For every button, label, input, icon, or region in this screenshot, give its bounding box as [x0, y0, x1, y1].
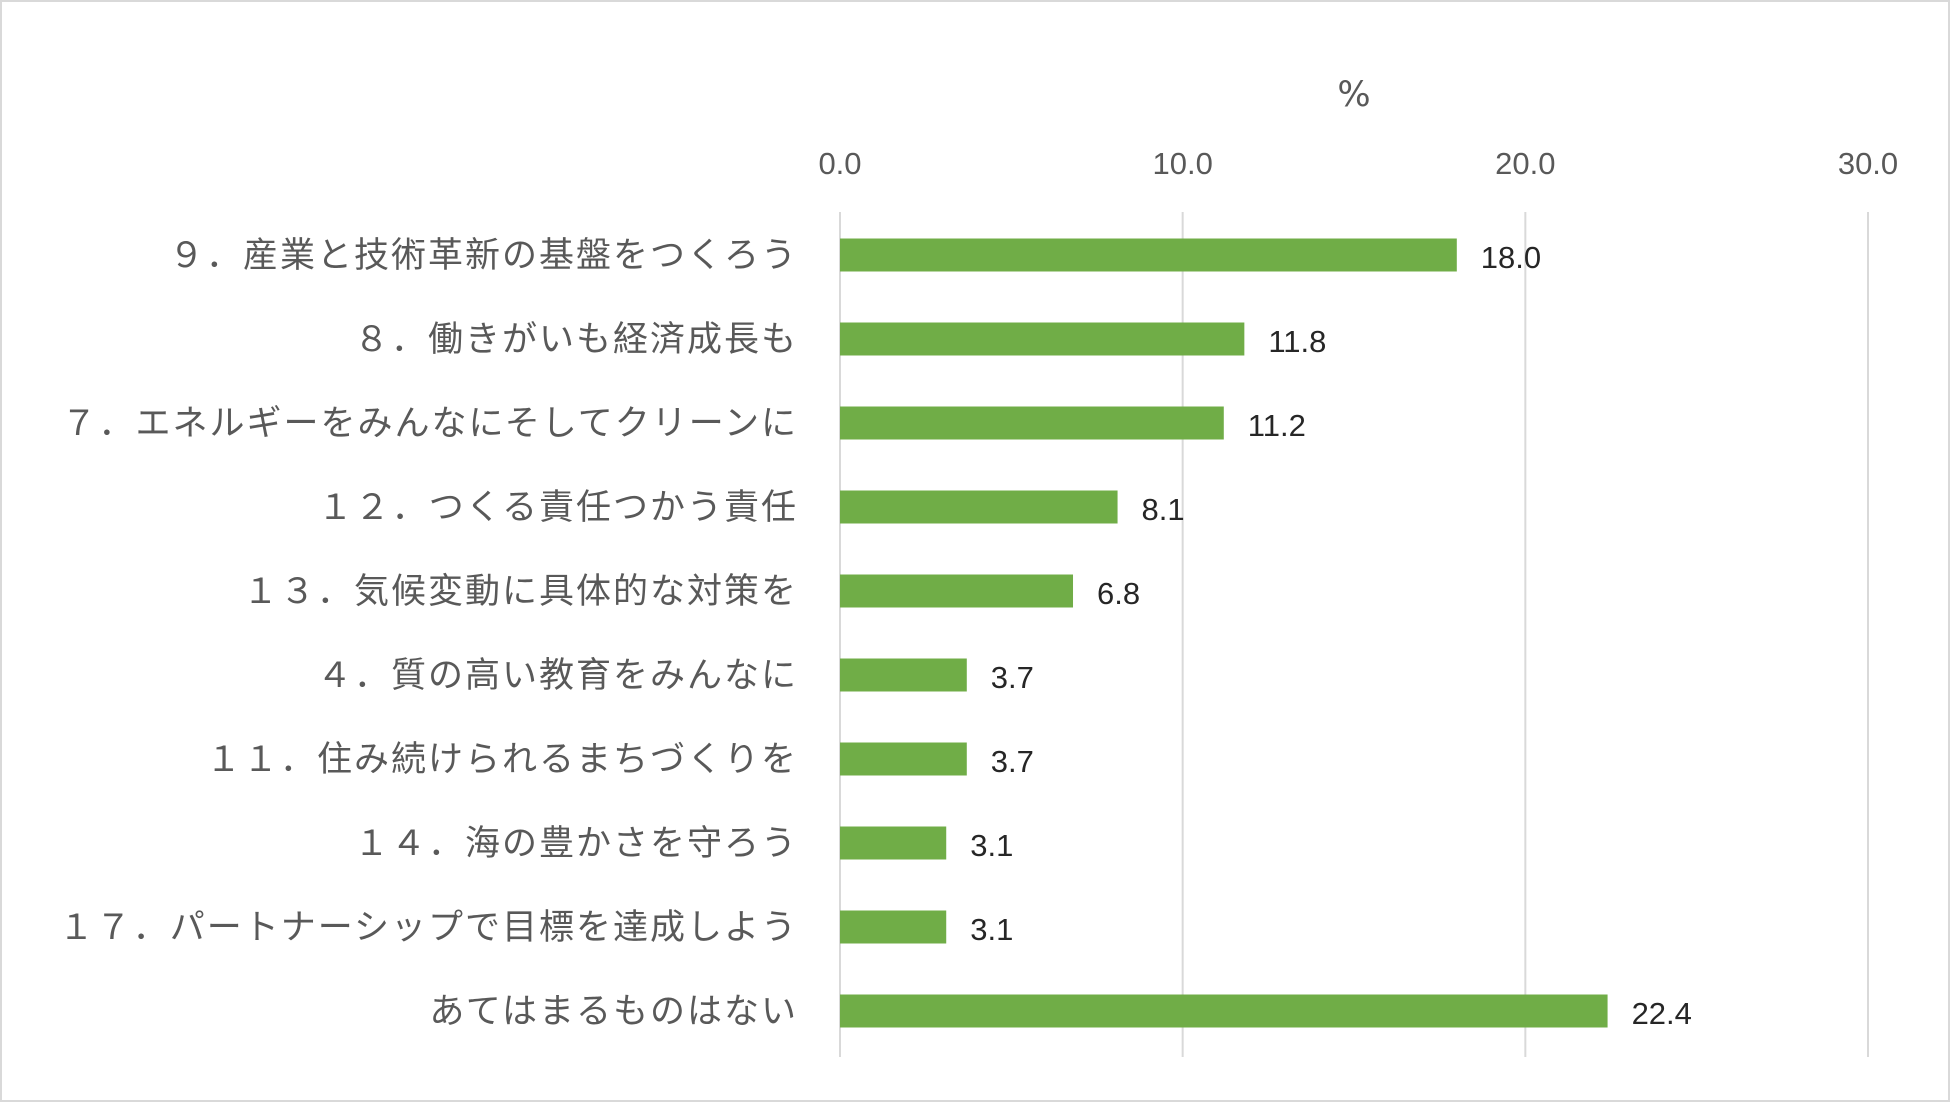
- data-label: 11.2: [1248, 408, 1306, 443]
- data-label: 8.1: [1142, 492, 1185, 527]
- data-label: 3.7: [991, 660, 1034, 695]
- bar: [840, 574, 1074, 608]
- category-label: ８．働きがいも経済成長も: [354, 320, 798, 360]
- x-tick-label: 20.0: [1495, 146, 1555, 181]
- bar: [840, 826, 947, 860]
- data-label: 6.8: [1097, 576, 1140, 611]
- data-labels: 18.0 11.8 11.2 8.1 6.8 3.7 3.7 3.1 3.1 22.4: [970, 240, 1692, 1031]
- unit-label: %: [1337, 75, 1370, 115]
- bar: [840, 322, 1245, 356]
- bars: [840, 238, 1608, 1028]
- data-label: 3.1: [970, 912, 1013, 947]
- data-label: 11.8: [1268, 324, 1326, 359]
- data-label: 18.0: [1481, 240, 1541, 275]
- category-label: ９．産業と技術革新の基盤をつくろう: [169, 236, 798, 276]
- bar: [840, 238, 1457, 272]
- data-label: 22.4: [1632, 996, 1692, 1031]
- x-tick-label: 30.0: [1838, 146, 1898, 181]
- bar: [840, 994, 1608, 1028]
- bar: [840, 406, 1224, 440]
- category-label: １２．つくる責任つかう責任: [318, 488, 798, 528]
- bar: [840, 910, 947, 944]
- bar: [840, 658, 967, 692]
- category-labels: ９．産業と技術革新の基盤をつくろう ８．働きがいも経済成長も ７．エネルギーをみんな…: [59, 236, 798, 1032]
- category-label: ４．質の高い教育をみんなに: [317, 656, 798, 696]
- category-label: あてはまるものはない: [429, 992, 798, 1032]
- category-label: ７．エネルギーをみんなにそしてクリーンに: [61, 404, 798, 444]
- category-label: １４．海の豊かさを守ろう: [354, 824, 798, 864]
- x-tick-label: 0.0: [818, 146, 861, 181]
- bar: [840, 742, 967, 776]
- tick-labels: 0.0 10.0 20.0 30.0: [818, 146, 1898, 181]
- category-label: １３．気候変動に具体的な対策を: [243, 572, 798, 612]
- data-label: 3.1: [970, 828, 1013, 863]
- category-label: １７．パートナーシップで目標を達成しよう: [59, 908, 798, 948]
- bar: [840, 490, 1118, 524]
- x-tick-label: 10.0: [1152, 146, 1212, 181]
- data-label: 3.7: [991, 744, 1034, 779]
- category-label: １１．住み続けられるまちづくりを: [206, 740, 798, 780]
